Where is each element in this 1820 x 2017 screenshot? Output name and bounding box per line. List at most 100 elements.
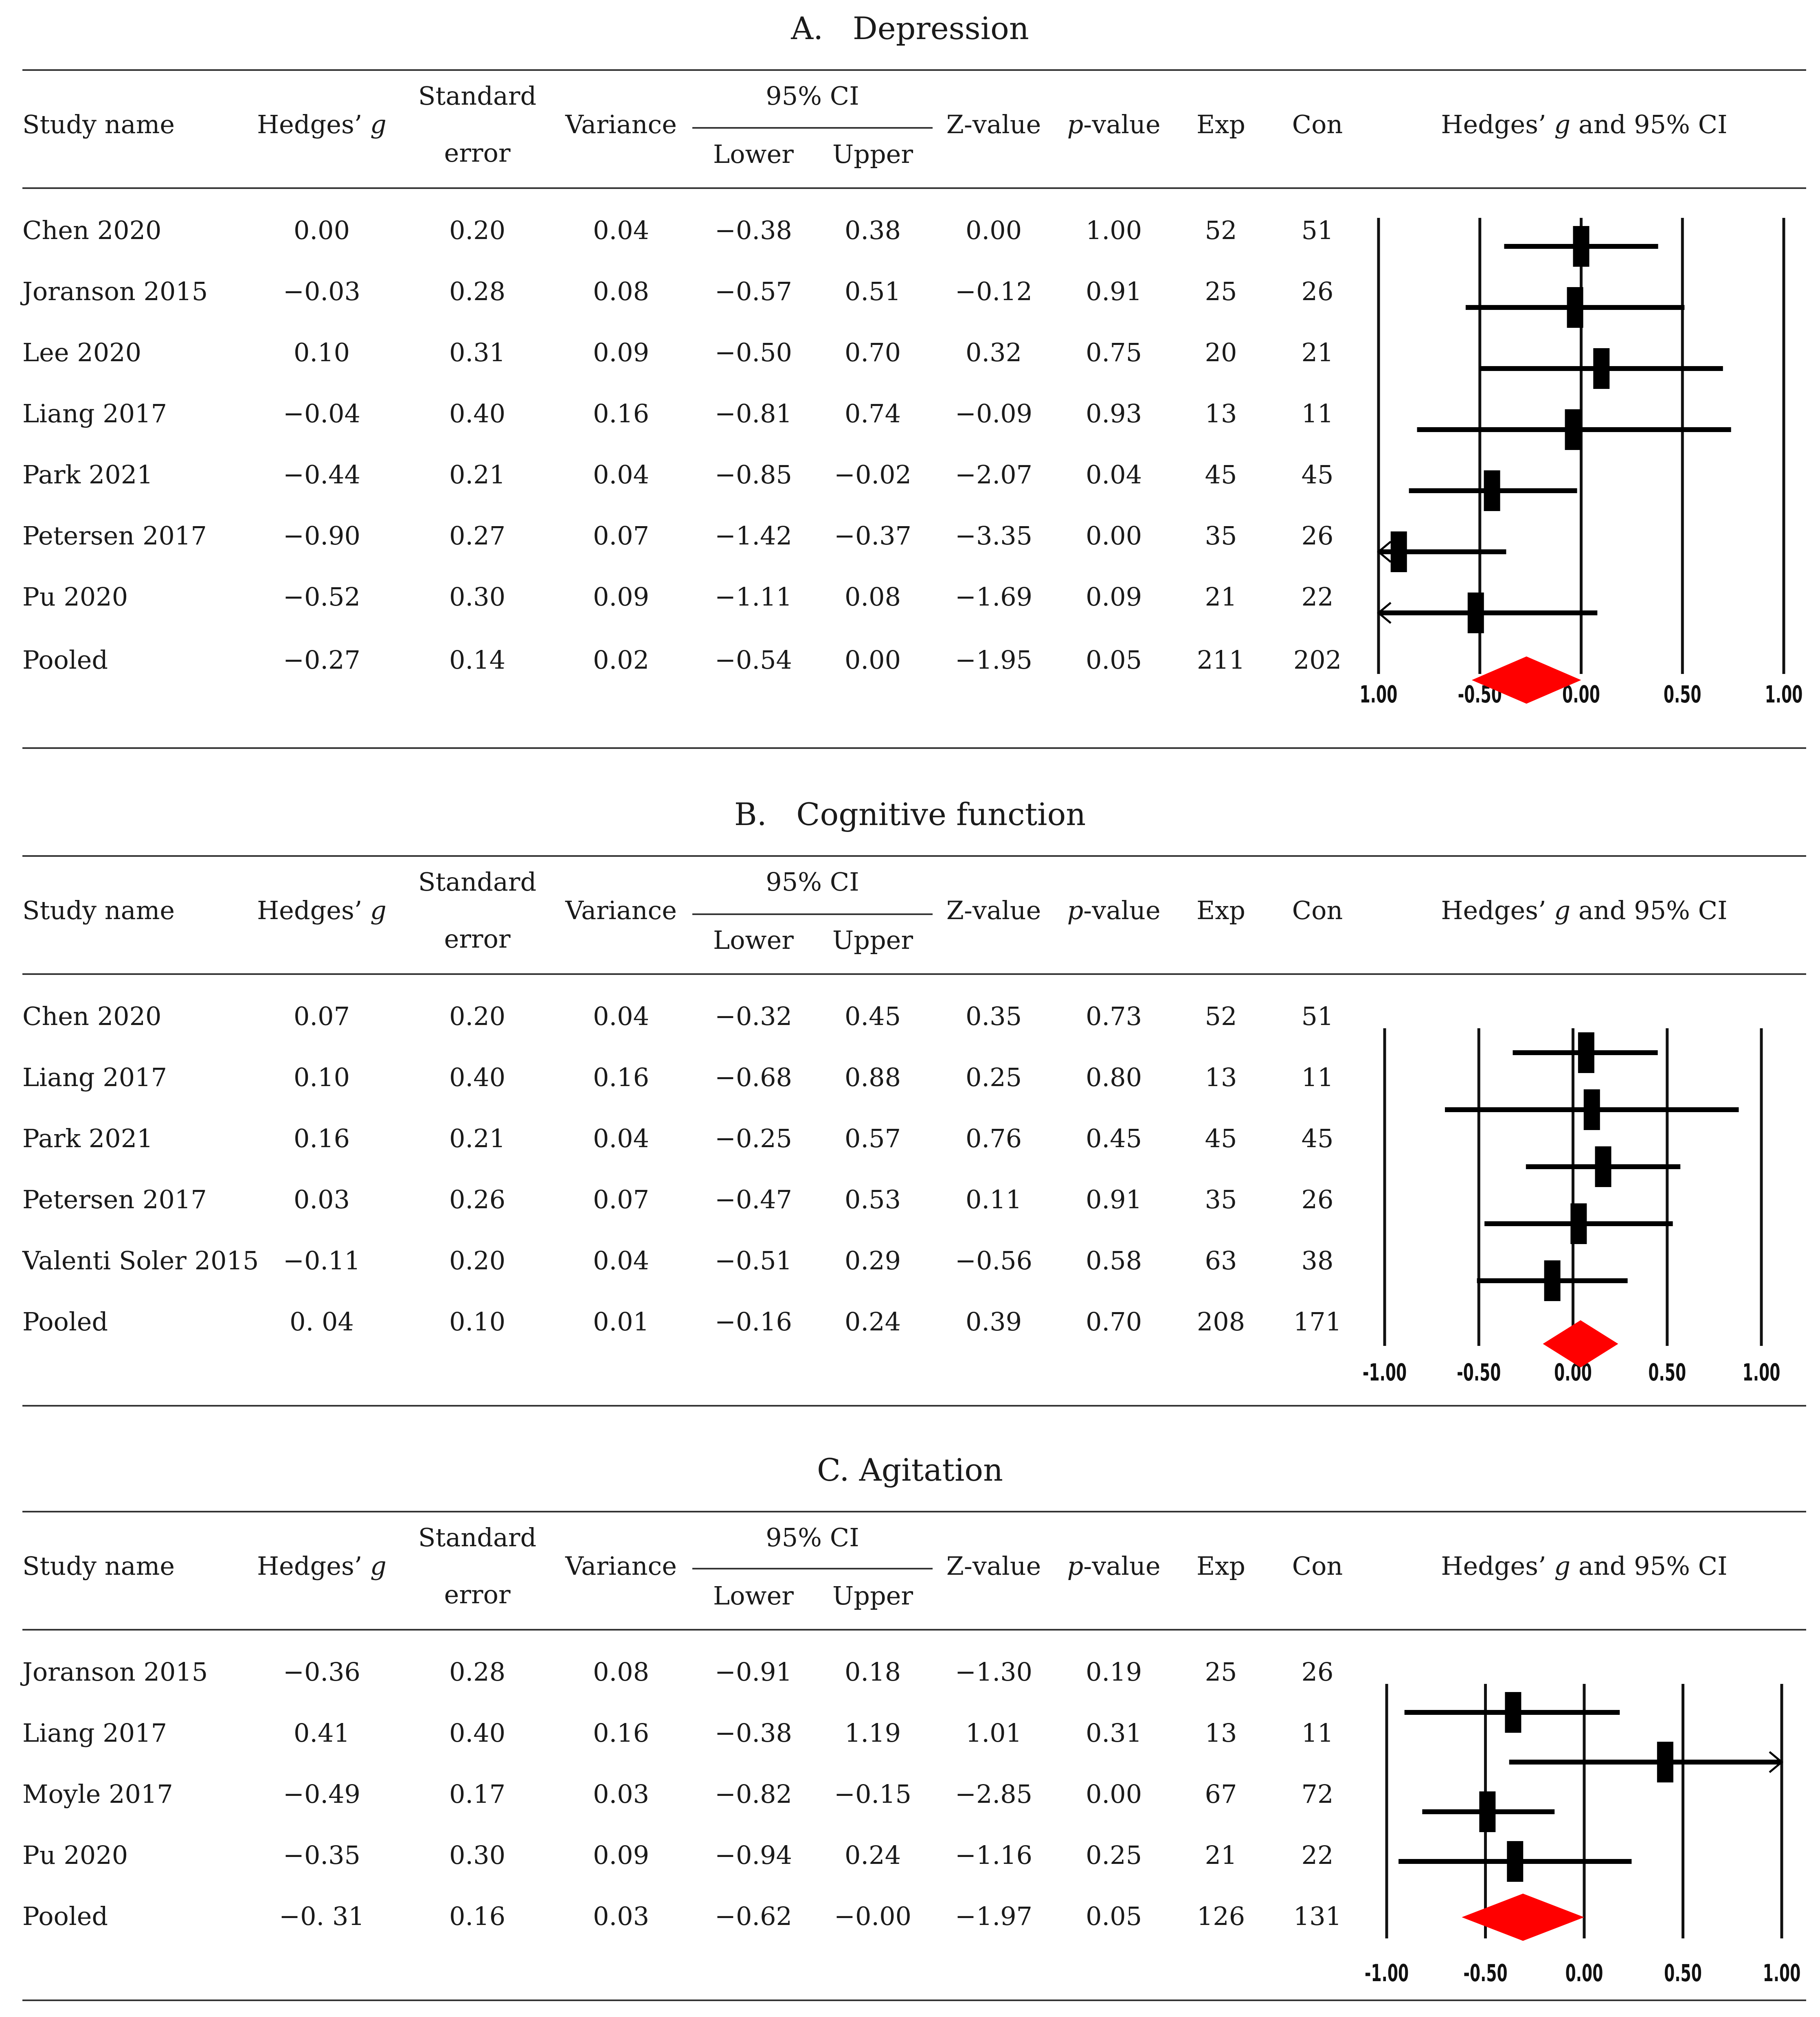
header-variance: Variance xyxy=(565,110,677,139)
effect-marker xyxy=(1657,1742,1673,1782)
cell-con: 21 xyxy=(1301,338,1334,367)
header-study-name: Study name xyxy=(22,110,175,139)
header-con: Con xyxy=(1292,1551,1343,1581)
cell-exp: 63 xyxy=(1205,1246,1237,1275)
header-error: error xyxy=(444,924,511,954)
cell-variance: 0.09 xyxy=(593,338,650,367)
cell-hedges-g: −0.49 xyxy=(283,1779,360,1809)
cell-exp: 45 xyxy=(1205,1124,1237,1153)
pooled-diamond xyxy=(1471,656,1581,704)
ci-group-rule xyxy=(692,1568,933,1569)
cell-hedges-g: 0. 04 xyxy=(290,1307,354,1337)
header-hedges-label: Hedges’ xyxy=(257,895,371,925)
header-z-value: Z-value xyxy=(946,1551,1041,1581)
cell-p-value: 0.91 xyxy=(1085,277,1142,306)
cell-hedges-g: −0.03 xyxy=(283,277,360,306)
ci-group-rule xyxy=(692,913,933,915)
effect-marker xyxy=(1484,470,1500,511)
cell-variance: 0.09 xyxy=(593,582,650,612)
cell-hedges-g: 0.10 xyxy=(293,338,350,367)
plot-title-prefix: Hedges’ xyxy=(1441,895,1554,925)
cell-p-value: 0.73 xyxy=(1085,1001,1142,1031)
cell-exp: 25 xyxy=(1205,277,1237,306)
cell-p-value: 0.09 xyxy=(1085,582,1142,612)
header-error: error xyxy=(444,1580,511,1609)
top-rule xyxy=(22,69,1806,71)
cell-lower: −0.62 xyxy=(715,1901,792,1931)
cell-upper: 0.08 xyxy=(844,582,901,612)
cell-lower: −0.54 xyxy=(715,645,792,675)
header-standard: Standard xyxy=(418,1523,537,1552)
header-upper: Upper xyxy=(832,139,913,169)
cell-z-value: 0.11 xyxy=(965,1185,1022,1214)
cell-p-value: 0.00 xyxy=(1085,1779,1142,1809)
cell-upper: −0.00 xyxy=(834,1901,911,1931)
cell-study-name: Chen 2020 xyxy=(22,215,162,245)
cell-exp: 211 xyxy=(1197,645,1245,675)
cell-exp: 13 xyxy=(1205,399,1237,428)
tick-label: 0.00 xyxy=(1565,1959,1603,1987)
cell-z-value: 0.76 xyxy=(965,1124,1022,1153)
cell-con: 26 xyxy=(1301,277,1334,306)
cell-upper: 0.24 xyxy=(844,1840,901,1870)
cell-upper: 0.88 xyxy=(844,1062,901,1092)
cell-z-value: 0.35 xyxy=(965,1001,1022,1031)
top-rule xyxy=(22,1511,1806,1512)
cell-hedges-g: −0.90 xyxy=(283,521,360,551)
cell-study-name: Liang 2017 xyxy=(22,399,167,428)
cell-exp: 208 xyxy=(1197,1307,1245,1337)
header-hedges-label: Hedges’ xyxy=(257,110,371,139)
tick-label: 1.00 xyxy=(1360,680,1398,708)
cell-lower: −0.32 xyxy=(715,1001,792,1031)
effect-marker xyxy=(1595,1146,1611,1187)
cell-exp: 25 xyxy=(1205,1657,1237,1687)
cell-lower: −0.57 xyxy=(715,277,792,306)
header-rule xyxy=(22,187,1806,189)
cell-upper: 0.74 xyxy=(844,399,901,428)
header-g-symbol: g xyxy=(370,110,386,139)
cell-hedges-g: 0.16 xyxy=(293,1124,350,1153)
cell-standard-error: 0.40 xyxy=(449,1718,506,1748)
header-hedges-label: Hedges’ xyxy=(257,1551,371,1581)
cell-standard-error: 0.21 xyxy=(449,1124,506,1153)
cell-exp: 20 xyxy=(1205,338,1237,367)
cell-hedges-g: 0.07 xyxy=(293,1001,350,1031)
cell-con: 26 xyxy=(1301,1657,1334,1687)
cell-exp: 67 xyxy=(1205,1779,1237,1809)
cell-study-name: Petersen 2017 xyxy=(22,521,207,551)
cell-con: 26 xyxy=(1301,521,1334,551)
header-hedges-g: Hedges’ g xyxy=(257,1554,386,1579)
cell-exp: 35 xyxy=(1205,521,1237,551)
cell-variance: 0.16 xyxy=(593,399,650,428)
pooled-diamond xyxy=(1462,1894,1584,1941)
cell-p-value: 0.05 xyxy=(1085,1901,1142,1931)
cell-exp: 126 xyxy=(1197,1901,1245,1931)
cell-variance: 0.01 xyxy=(593,1307,650,1337)
cell-con: 22 xyxy=(1301,1840,1334,1870)
cell-standard-error: 0.30 xyxy=(449,1840,506,1870)
cell-variance: 0.03 xyxy=(593,1901,650,1931)
header-g-symbol: g xyxy=(370,1551,386,1581)
header-lower: Lower xyxy=(713,925,794,955)
cell-variance: 0.16 xyxy=(593,1062,650,1092)
cell-con: 51 xyxy=(1301,1001,1334,1031)
cell-z-value: −0.56 xyxy=(955,1246,1032,1275)
tick-label: 0.50 xyxy=(1648,1359,1686,1386)
plot-title-suffix: and 95% CI xyxy=(1570,1551,1728,1581)
cell-z-value: −2.07 xyxy=(955,460,1032,489)
cell-hedges-g: −0.44 xyxy=(283,460,360,489)
cell-exp: 45 xyxy=(1205,460,1237,489)
cell-z-value: 0.32 xyxy=(965,338,1022,367)
cell-p-value: 0.80 xyxy=(1085,1062,1142,1092)
tick-label: 0.50 xyxy=(1664,1959,1702,1987)
header-p-suffix: -value xyxy=(1083,1551,1161,1581)
cell-con: 11 xyxy=(1301,399,1334,428)
cell-z-value: −1.30 xyxy=(955,1657,1032,1687)
cell-hedges-g: −0.36 xyxy=(283,1657,360,1687)
header-exp: Exp xyxy=(1197,1551,1245,1581)
plot-title-suffix: and 95% CI xyxy=(1570,895,1728,925)
effect-marker xyxy=(1507,1841,1524,1882)
cell-con: 22 xyxy=(1301,582,1334,612)
cell-lower: −0.68 xyxy=(715,1062,792,1092)
cell-z-value: −0.09 xyxy=(955,399,1032,428)
